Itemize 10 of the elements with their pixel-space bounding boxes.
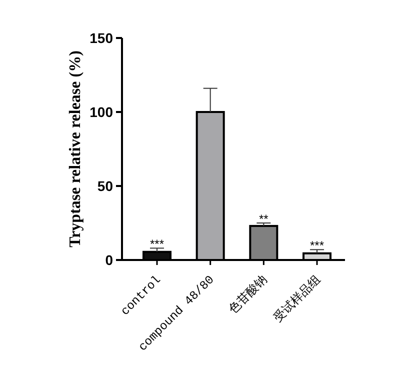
y-axis-title: Tryptase relative release (%) [67,50,84,248]
annotation: ** [258,212,269,226]
x-tick-label: 受试样品组 [272,272,324,326]
annotation: *** [150,237,164,252]
annotation: *** [310,238,324,253]
x-tick-label: 色苷酸钠 [226,272,270,317]
y-tick-label: 50 [97,178,114,194]
y-tick-label: 0 [105,252,114,268]
y-tick-label: 150 [90,30,114,46]
y-tick-label: 100 [90,104,114,120]
